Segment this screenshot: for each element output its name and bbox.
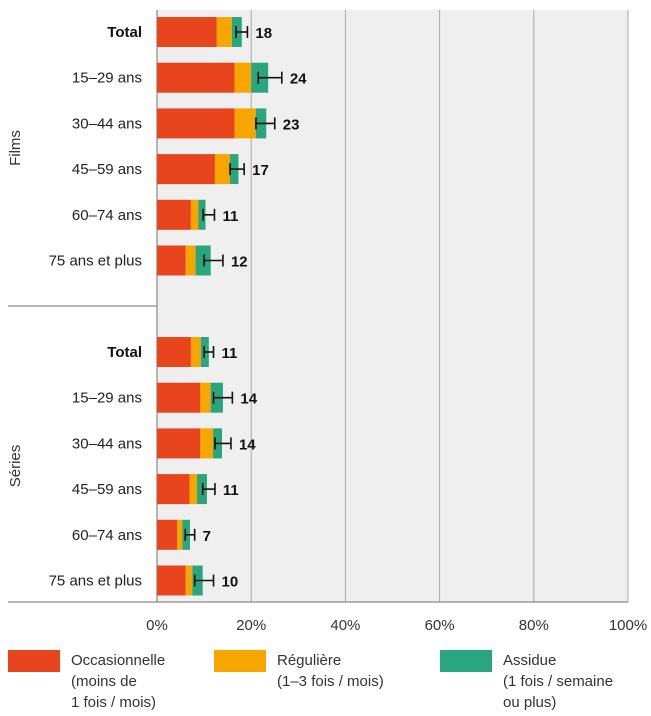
- category-label: 75 ans et plus: [49, 573, 142, 590]
- bar-segment-reguliere: [190, 337, 201, 367]
- legend-label-line: (1 fois / semaine: [503, 673, 614, 690]
- legend-label-line: Régulière: [277, 652, 342, 669]
- bar-segment-reguliere: [234, 108, 256, 139]
- value-label: 11: [223, 482, 239, 499]
- category-label: 45–59 ans: [72, 161, 142, 178]
- group-label-1: Séries: [7, 445, 24, 488]
- value-label: 14: [240, 391, 257, 408]
- value-label: 24: [290, 71, 307, 88]
- bar-segment-occasionnelle: [157, 565, 186, 596]
- bar-segment-occasionnelle: [157, 154, 215, 185]
- bar-segment-reguliere: [216, 17, 232, 47]
- bar-segment-reguliere: [214, 154, 231, 185]
- value-label: 14: [239, 436, 256, 453]
- x-tick-label: 100%: [609, 617, 647, 634]
- legend-swatch-assidue: [440, 650, 492, 672]
- category-label: 15–29 ans: [72, 70, 142, 87]
- bar-segment-occasionnelle: [157, 17, 217, 47]
- bar-segment-reguliere: [190, 199, 199, 230]
- bar-segment-occasionnelle: [157, 108, 235, 139]
- legend-item-assidue: Assidue (1 fois / semaine ou plus): [440, 650, 613, 713]
- x-tick-label: 20%: [236, 617, 266, 634]
- value-label: 11: [222, 208, 238, 225]
- legend-item-occasionnelle: Occasionnelle (moins de 1 fois / mois): [8, 650, 165, 713]
- category-label: Total: [107, 344, 142, 361]
- legend-label-assidue: Assidue (1 fois / semaine ou plus): [503, 650, 613, 713]
- group-label-0: Films: [7, 130, 24, 166]
- legend-swatch-reguliere: [214, 650, 266, 672]
- x-tick-label: 40%: [330, 617, 360, 634]
- plot-background: [157, 10, 628, 602]
- value-label: 7: [203, 528, 211, 545]
- value-label: 11: [222, 345, 238, 362]
- legend-label-line: ou plus): [503, 694, 557, 711]
- bar-segment-occasionnelle: [157, 474, 190, 505]
- category-label: 60–74 ans: [72, 527, 142, 544]
- legend-item-reguliere: Régulière (1–3 fois / mois): [214, 650, 384, 692]
- legend: Occasionnelle (moins de 1 fois / mois) R…: [0, 650, 651, 716]
- bar-segment-reguliere: [189, 474, 198, 505]
- bar-segment-occasionnelle: [157, 337, 191, 367]
- category-label: 30–44 ans: [72, 115, 142, 132]
- bar-segment-assidue: [198, 199, 206, 230]
- legend-label-line: Assidue: [503, 652, 557, 669]
- bar-segment-occasionnelle: [157, 519, 178, 550]
- category-label: 60–74 ans: [72, 207, 142, 224]
- value-label: 18: [255, 25, 272, 42]
- bar-segment-reguliere: [185, 565, 193, 596]
- bar-segment-occasionnelle: [157, 199, 191, 230]
- category-label: 15–29 ans: [72, 390, 142, 407]
- legend-swatch-occasionnelle: [8, 650, 60, 672]
- bar-segment-occasionnelle: [157, 245, 186, 276]
- x-tick-label: 0%: [146, 617, 168, 634]
- bar-segment-occasionnelle: [157, 62, 235, 93]
- legend-label-line: (moins de: [71, 673, 137, 690]
- category-label: 75 ans et plus: [49, 253, 142, 270]
- bar-segment-reguliere: [200, 382, 211, 413]
- chart: 0% 20% 40% 60% 80% 100% Films Total 18 15–29 ans 2…: [7, 10, 647, 634]
- category-label: 45–59 ans: [72, 481, 142, 498]
- category-label: Total: [107, 24, 142, 41]
- bar-segment-reguliere: [177, 519, 183, 550]
- legend-label-line: 1 fois / mois): [71, 694, 157, 711]
- value-label: 23: [283, 116, 300, 133]
- bar-segment-occasionnelle: [157, 428, 201, 459]
- value-label: 12: [231, 254, 248, 271]
- x-tick-label: 60%: [425, 617, 455, 634]
- bar-segment-reguliere: [200, 428, 214, 459]
- legend-label-line: (1–3 fois / mois): [277, 673, 384, 690]
- legend-label-line: Occasionnelle: [71, 652, 166, 669]
- value-label: 17: [252, 162, 269, 179]
- bar-segment-reguliere: [185, 245, 196, 276]
- category-label: 30–44 ans: [72, 435, 142, 452]
- bar-segment-assidue: [195, 245, 211, 276]
- value-label: 10: [222, 574, 239, 591]
- bar-segment-reguliere: [234, 62, 252, 93]
- bar-segment-occasionnelle: [157, 382, 201, 413]
- legend-label-occasionnelle: Occasionnelle (moins de 1 fois / mois): [71, 650, 165, 713]
- x-tick-label: 80%: [519, 617, 549, 634]
- legend-label-reguliere: Régulière (1–3 fois / mois): [277, 650, 384, 692]
